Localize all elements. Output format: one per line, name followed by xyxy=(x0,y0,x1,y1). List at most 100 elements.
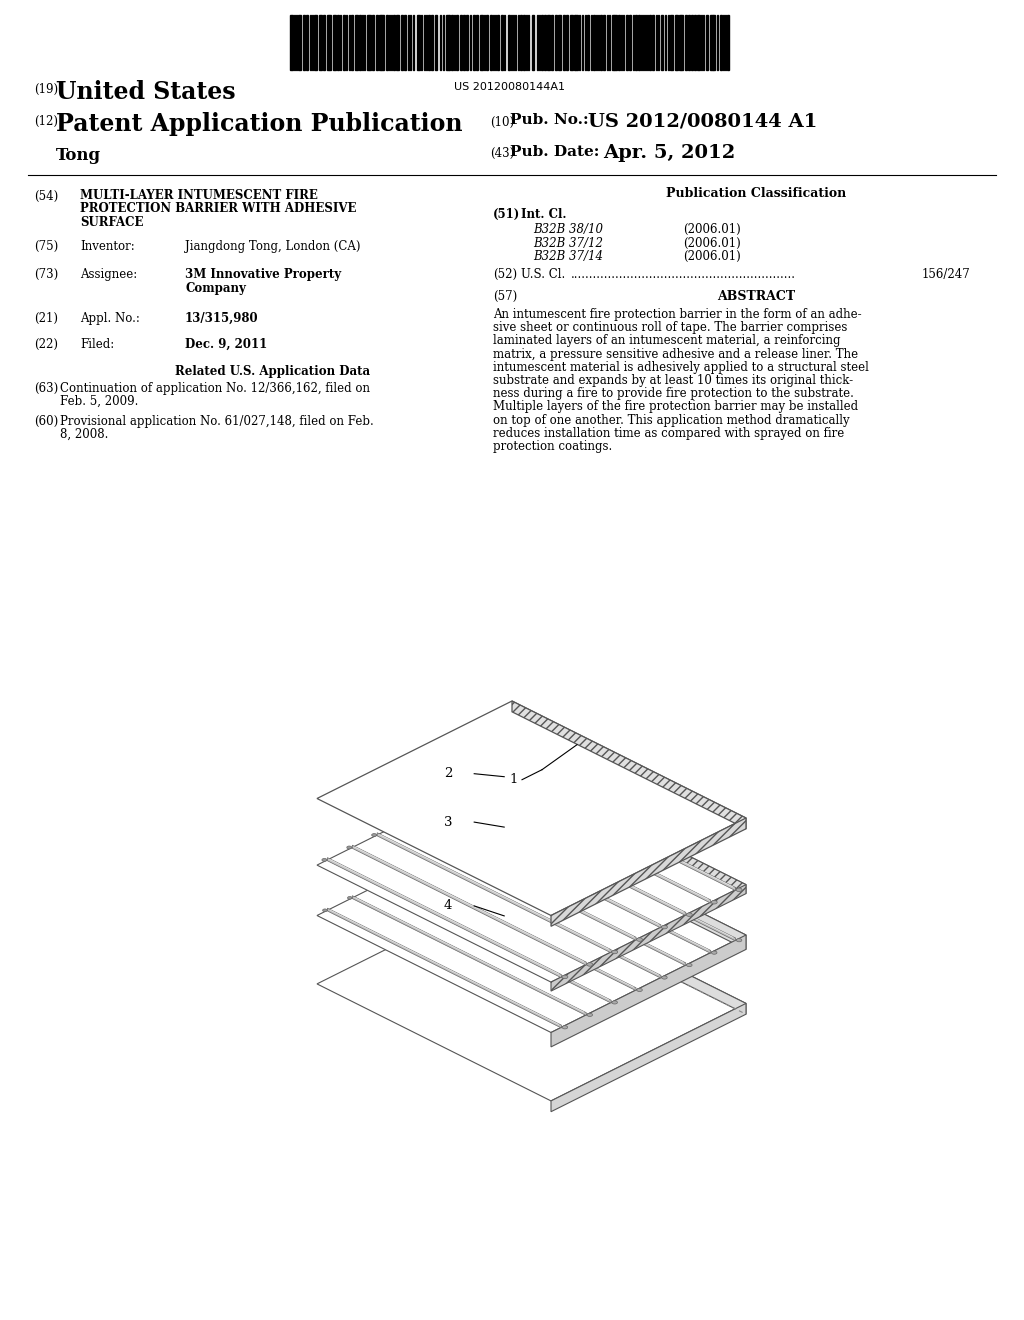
Ellipse shape xyxy=(497,822,502,825)
Ellipse shape xyxy=(322,858,327,862)
Ellipse shape xyxy=(447,846,452,850)
Text: Company: Company xyxy=(185,282,246,294)
Bar xyxy=(466,15,468,70)
Text: Continuation of application No. 12/366,162, filed on: Continuation of application No. 12/366,1… xyxy=(60,381,370,395)
Text: reduces installation time as compared with sprayed on fire: reduces installation time as compared wi… xyxy=(493,426,844,440)
Bar xyxy=(324,15,326,70)
Text: protection coatings.: protection coatings. xyxy=(493,440,612,453)
Ellipse shape xyxy=(612,1001,617,1005)
Bar xyxy=(400,15,403,70)
Bar xyxy=(342,15,345,70)
Polygon shape xyxy=(551,884,746,991)
Ellipse shape xyxy=(736,888,742,891)
Bar xyxy=(367,15,369,70)
Polygon shape xyxy=(477,833,711,953)
Text: sive sheet or continuous roll of tape. The barrier comprises: sive sheet or continuous roll of tape. T… xyxy=(493,321,848,334)
Bar xyxy=(408,15,409,70)
Polygon shape xyxy=(328,908,561,1028)
Text: (57): (57) xyxy=(493,290,517,304)
Polygon shape xyxy=(551,935,746,1047)
Text: Int. Cl.: Int. Cl. xyxy=(521,209,566,220)
Polygon shape xyxy=(427,808,660,928)
Bar xyxy=(486,15,487,70)
Bar xyxy=(376,15,378,70)
Text: 3M Innovative Property: 3M Innovative Property xyxy=(185,268,341,281)
Bar xyxy=(306,15,307,70)
Text: Appl. No.:: Appl. No.: xyxy=(80,312,140,325)
Ellipse shape xyxy=(347,896,352,899)
Bar xyxy=(431,15,433,70)
Text: (21): (21) xyxy=(34,312,58,325)
Bar xyxy=(522,15,525,70)
Text: matrix, a pressure sensitive adhesive and a release liner. The: matrix, a pressure sensitive adhesive an… xyxy=(493,347,858,360)
Ellipse shape xyxy=(422,859,427,862)
Bar xyxy=(314,15,316,70)
Bar xyxy=(372,15,374,70)
Bar xyxy=(337,15,339,70)
Text: (54): (54) xyxy=(34,190,58,203)
Bar xyxy=(691,15,693,70)
Polygon shape xyxy=(352,896,587,1015)
Ellipse shape xyxy=(471,784,476,787)
Text: Assignee:: Assignee: xyxy=(80,268,137,281)
Text: Provisional application No. 61/027,148, filed on Feb.: Provisional application No. 61/027,148, … xyxy=(60,414,374,428)
Bar xyxy=(575,15,579,70)
Ellipse shape xyxy=(662,925,668,929)
Text: B32B 37/14: B32B 37/14 xyxy=(534,249,603,263)
Bar xyxy=(476,15,478,70)
Bar xyxy=(396,15,399,70)
Bar xyxy=(727,15,729,70)
Text: on top of one another. This application method dramatically: on top of one another. This application … xyxy=(493,413,850,426)
Polygon shape xyxy=(427,858,660,978)
Bar xyxy=(428,15,430,70)
Polygon shape xyxy=(317,818,746,1032)
Bar xyxy=(501,15,503,70)
Bar xyxy=(711,15,713,70)
Bar xyxy=(609,15,610,70)
Bar xyxy=(648,15,650,70)
Bar xyxy=(611,15,613,70)
Text: 156/247: 156/247 xyxy=(922,268,970,281)
Bar xyxy=(600,15,602,70)
Text: (63): (63) xyxy=(34,381,58,395)
Polygon shape xyxy=(317,887,746,1101)
Bar xyxy=(565,15,568,70)
Bar xyxy=(513,15,514,70)
Polygon shape xyxy=(512,887,746,1014)
Text: ness during a fire to provide fire protection to the substrate.: ness during a fire to provide fire prote… xyxy=(493,387,854,400)
Bar xyxy=(558,15,561,70)
Bar xyxy=(404,15,406,70)
Bar xyxy=(460,15,462,70)
Bar xyxy=(635,15,637,70)
Ellipse shape xyxy=(686,964,692,966)
Bar xyxy=(539,15,541,70)
Polygon shape xyxy=(352,845,587,965)
Text: (19): (19) xyxy=(34,83,58,96)
Polygon shape xyxy=(512,768,746,894)
Ellipse shape xyxy=(496,771,501,775)
Text: U.S. Cl.: U.S. Cl. xyxy=(521,268,565,281)
Bar xyxy=(456,15,458,70)
Bar xyxy=(330,15,331,70)
Text: (22): (22) xyxy=(34,338,58,351)
Text: ABSTRACT: ABSTRACT xyxy=(717,290,795,304)
Text: substrate and expands by at least 10 times its original thick-: substrate and expands by at least 10 tim… xyxy=(493,374,853,387)
Text: Apr. 5, 2012: Apr. 5, 2012 xyxy=(603,144,735,162)
Polygon shape xyxy=(512,701,746,829)
Ellipse shape xyxy=(587,962,593,966)
Bar xyxy=(587,15,589,70)
Text: MULTI-LAYER INTUMESCENT FIRE: MULTI-LAYER INTUMESCENT FIRE xyxy=(80,189,317,202)
Ellipse shape xyxy=(662,975,668,979)
Bar xyxy=(720,15,722,70)
Text: Multiple layers of the fire protection barrier may be installed: Multiple layers of the fire protection b… xyxy=(493,400,858,413)
Ellipse shape xyxy=(712,950,717,954)
Text: Jiangdong Tong, London (CA): Jiangdong Tong, London (CA) xyxy=(185,240,360,253)
Polygon shape xyxy=(402,871,636,991)
Polygon shape xyxy=(377,833,611,953)
Bar xyxy=(424,15,425,70)
Text: (43): (43) xyxy=(490,147,514,160)
Ellipse shape xyxy=(397,871,401,874)
Bar xyxy=(694,15,695,70)
Bar xyxy=(327,15,329,70)
Text: (60): (60) xyxy=(34,414,58,428)
